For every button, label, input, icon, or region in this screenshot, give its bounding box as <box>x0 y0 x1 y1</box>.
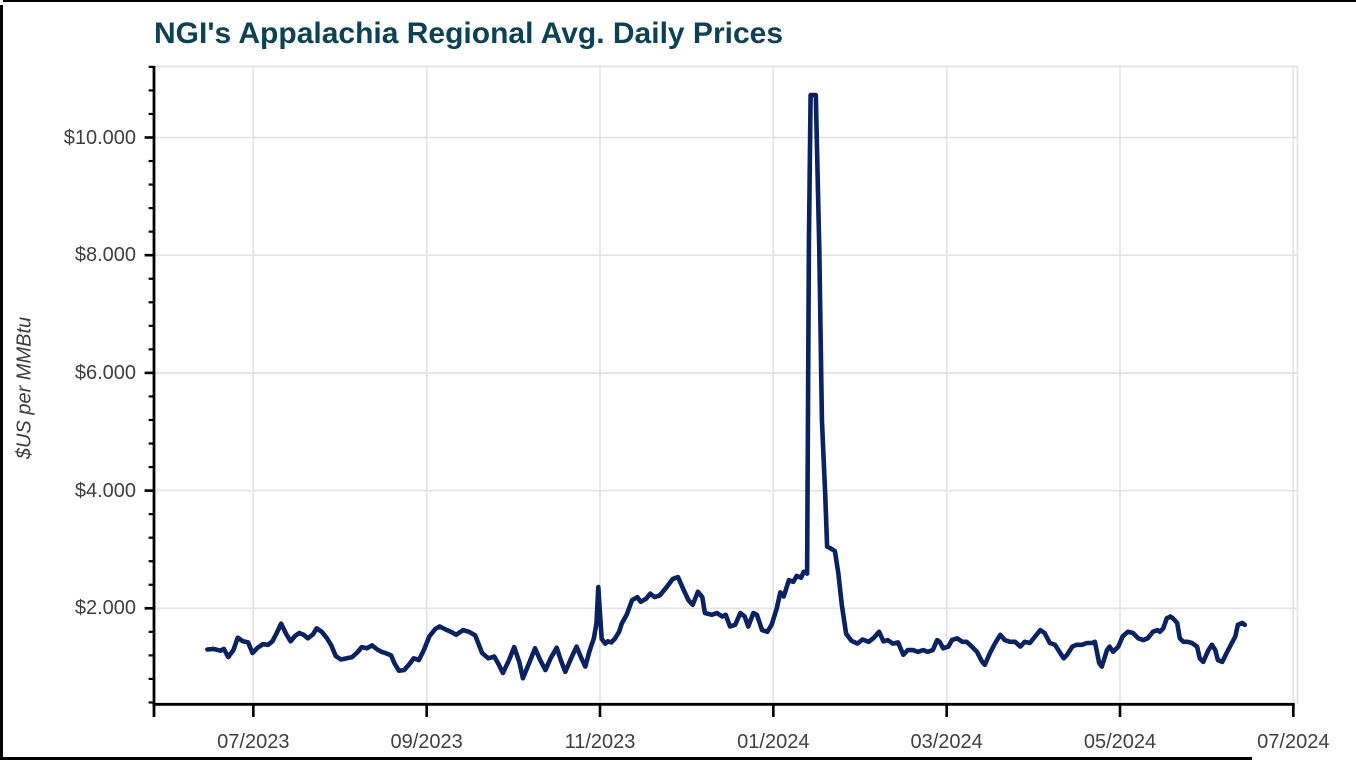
x-tick-label: 05/2024 <box>1083 731 1157 753</box>
x-tick-label: 09/2023 <box>390 731 463 753</box>
chart-title: NGI's Appalachia Regional Avg. Daily Pri… <box>154 17 784 50</box>
frame-border-left <box>0 5 3 760</box>
y-tick-label: $2.000 <box>74 597 136 620</box>
x-tick-label: 01/2024 <box>737 731 810 753</box>
x-tick-label: 07/2024 <box>1257 731 1330 753</box>
price-line <box>205 92 1248 681</box>
x-tick-label: 07/2023 <box>217 731 290 753</box>
y-tick-label: $10.000 <box>63 126 136 149</box>
y-tick-label: $8.000 <box>74 244 136 267</box>
y-tick-label: $6.000 <box>74 361 136 384</box>
x-tick-label: 03/2024 <box>910 731 983 753</box>
y-tick-label: $4.000 <box>74 479 136 502</box>
frame-border-bottom <box>0 757 1252 760</box>
frame-border-top <box>3 0 1356 2</box>
x-tick-label: 11/2023 <box>564 731 636 753</box>
